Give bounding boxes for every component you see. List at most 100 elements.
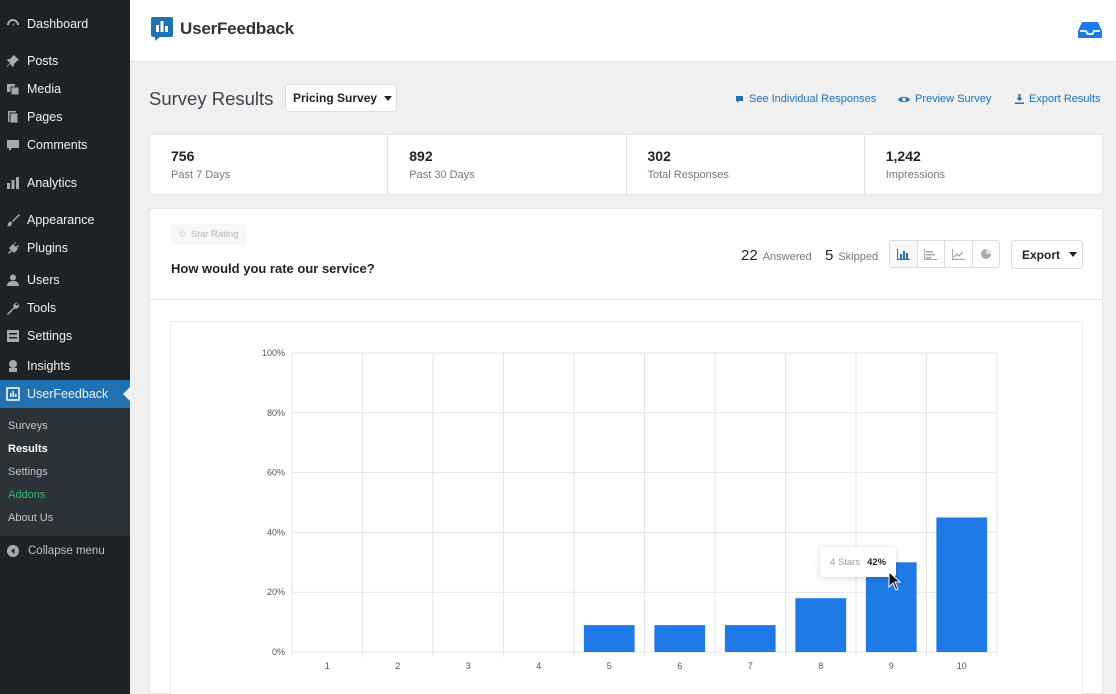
y-tick-label: 60% xyxy=(267,468,285,478)
x-tick-label: 1 xyxy=(325,661,330,671)
question-type-badge: ☆ Star Rating xyxy=(171,224,246,245)
sidebar-item-label: Users xyxy=(27,273,60,287)
x-tick-label: 3 xyxy=(466,661,471,671)
sidebar-item-plugins[interactable]: Plugins xyxy=(0,234,130,262)
sidebar-item-pages[interactable]: Pages xyxy=(0,103,130,131)
chart-type-toggle xyxy=(889,240,1000,268)
sidebar-item-label: Dashboard xyxy=(27,17,89,31)
collapse-menu-button[interactable]: Collapse menu xyxy=(0,540,130,562)
x-tick-label: 6 xyxy=(677,661,682,671)
stat-past-7-days: 756 Past 7 Days xyxy=(150,135,389,194)
stat-total-responses: 302 Total Responses xyxy=(627,135,865,194)
insights-icon xyxy=(6,359,20,373)
pie-chart-icon xyxy=(980,249,991,259)
sidebar-item-label: Appearance xyxy=(27,213,95,227)
stat-value: 302 xyxy=(647,148,671,164)
sidebar-item-posts[interactable]: Posts xyxy=(0,47,130,75)
sidebar-item-settings[interactable]: Settings xyxy=(0,322,130,350)
stats-bar: 756 Past 7 Days 892 Past 30 Days 302 Tot… xyxy=(149,134,1103,195)
y-tick-label: 80% xyxy=(267,408,285,418)
plug-icon xyxy=(6,241,20,255)
see-individual-responses-link[interactable]: See Individual Responses xyxy=(735,93,876,105)
inbox-icon xyxy=(1078,22,1102,38)
stat-label: Total Responses xyxy=(647,169,729,181)
sidebar-item-userfeedback[interactable]: UserFeedback xyxy=(0,380,130,408)
horizontal-bar-icon xyxy=(924,248,938,260)
x-tick-label: 9 xyxy=(889,661,894,671)
bar-chart-view-button[interactable] xyxy=(890,241,918,267)
x-tick-label: 2 xyxy=(395,661,400,671)
bar-chart: 0% 20% 40% 60% 80% 100% 1 2 3 4 5 6 7 8 9 10 xyxy=(262,348,998,671)
bar-chart-icon xyxy=(6,176,20,190)
stat-label: Past 30 Days xyxy=(409,169,475,181)
pages-icon xyxy=(6,110,20,124)
bar xyxy=(724,625,776,652)
sidebar-item-comments[interactable]: Comments xyxy=(0,131,130,159)
submenu-settings[interactable]: Settings xyxy=(8,466,48,478)
answered-label: Answered xyxy=(762,251,812,263)
sidebar-item-insights[interactable]: Insights xyxy=(0,352,130,380)
top-header: UserFeedback xyxy=(130,0,1116,62)
skipped-number: 5 xyxy=(825,247,834,264)
eye-icon xyxy=(898,96,910,102)
collapse-menu-label: Collapse menu xyxy=(28,545,105,557)
stat-label: Impressions xyxy=(885,169,946,181)
stat-impressions: 1,242 Impressions xyxy=(865,135,1102,194)
sidebar-item-analytics[interactable]: Analytics xyxy=(0,169,130,197)
x-tick-label: 8 xyxy=(818,661,823,671)
line-chart-icon xyxy=(951,248,965,260)
sidebar-item-label: Insights xyxy=(27,359,71,373)
stat-past-30-days: 892 Past 30 Days xyxy=(388,135,627,194)
submenu-surveys[interactable]: Surveys xyxy=(8,420,48,432)
y-tick-label: 0% xyxy=(272,647,285,657)
comment-bubble-icon xyxy=(736,95,743,103)
preview-survey-label: Preview Survey xyxy=(915,93,992,105)
pie-chart-view-button[interactable] xyxy=(973,241,1000,267)
skipped-count: 5 Skipped xyxy=(825,247,878,264)
sidebar-item-label: Comments xyxy=(27,138,88,152)
export-results-link[interactable]: Export Results xyxy=(1015,93,1101,105)
sidebar-item-label: Tools xyxy=(27,301,57,315)
x-tick-label: 5 xyxy=(607,661,612,671)
sidebar-item-label: Pages xyxy=(27,110,63,124)
submenu-addons[interactable]: Addons xyxy=(8,489,46,501)
inbox-button[interactable] xyxy=(1078,20,1102,40)
userfeedback-logo: UserFeedback xyxy=(150,16,294,42)
star-icon: ☆ xyxy=(178,229,187,240)
bar xyxy=(936,517,988,652)
answered-number: 22 xyxy=(741,247,758,264)
dashboard-icon xyxy=(6,17,20,31)
see-individual-responses-label: See Individual Responses xyxy=(749,93,877,105)
wrench-icon xyxy=(6,301,20,315)
sidebar-item-tools[interactable]: Tools xyxy=(0,294,130,322)
sidebar-item-label: Analytics xyxy=(27,176,78,190)
question-title: How would you rate our service? xyxy=(171,261,375,276)
settings-icon xyxy=(6,329,20,343)
export-dropdown-button[interactable]: Export xyxy=(1011,240,1083,269)
survey-select-dropdown[interactable]: Pricing Survey xyxy=(285,84,397,112)
submenu-results[interactable]: Results xyxy=(8,443,48,455)
stat-value: 1,242 xyxy=(885,148,921,164)
bar-chart-icon xyxy=(896,248,910,260)
line-chart-view-button[interactable] xyxy=(945,241,973,267)
preview-survey-link[interactable]: Preview Survey xyxy=(898,93,991,105)
bar xyxy=(795,598,847,652)
userfeedback-icon xyxy=(6,387,20,401)
skipped-label: Skipped xyxy=(838,251,879,263)
sidebar-item-users[interactable]: Users xyxy=(0,266,130,294)
horizontal-bar-view-button[interactable] xyxy=(918,241,945,267)
sidebar-item-media[interactable]: Media xyxy=(0,75,130,103)
chart-tooltip: 4 Stars 42% xyxy=(820,547,897,577)
sidebar-item-appearance[interactable]: Appearance xyxy=(0,206,130,234)
sidebar-item-label: Settings xyxy=(27,329,73,343)
page-title: Survey Results xyxy=(149,88,274,109)
download-icon xyxy=(1015,94,1024,104)
stat-value: 892 xyxy=(409,148,433,164)
brush-icon xyxy=(6,213,20,227)
userfeedback-submenu: Surveys Results Settings Addons About Us xyxy=(0,408,130,536)
sidebar-item-dashboard[interactable]: Dashboard xyxy=(0,10,130,38)
x-tick-label: 4 xyxy=(536,661,541,671)
comment-icon xyxy=(6,138,20,152)
sidebar-item-label: UserFeedback xyxy=(27,387,109,401)
submenu-about-us[interactable]: About Us xyxy=(8,512,54,524)
